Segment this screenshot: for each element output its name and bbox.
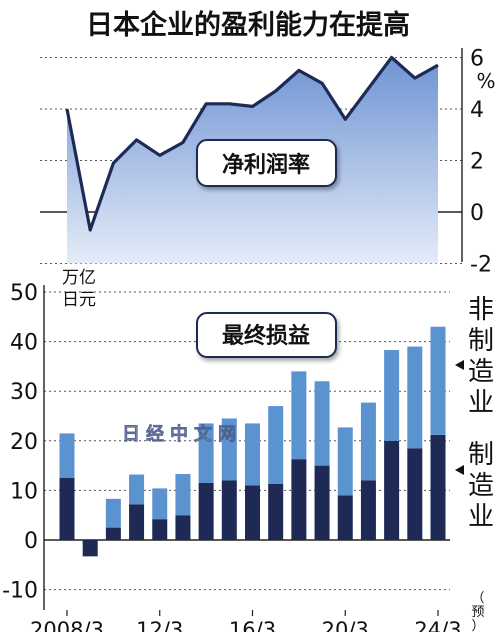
legend-nonmfg-arrow [455,360,464,370]
bottom-y-tick-label: 30 [10,380,38,405]
top-y-tick-label: 4 [470,98,484,123]
bar-manufacturing [268,483,284,540]
bar-manufacturing [152,519,168,540]
top-y-tick-label: 6 [470,47,484,72]
bar-manufacturing [82,540,98,557]
bar-nonmanufacturing [291,371,307,460]
legend-manufacturing: 制造业 [468,440,494,532]
legend-nonmfg-char: 非 [468,295,494,325]
top-y-axis: 6 4 2 0 -2 [470,47,492,278]
bar-manufacturing [245,485,260,540]
bar-nonmanufacturing [129,474,145,505]
watermark: 日经中文网 [122,423,242,445]
bottom-x-tick-label: 24/3 [414,618,461,632]
bottom-label-box: 最终损益 [196,312,337,358]
bottom-chart-label: 最终损益 [222,323,310,349]
bottom-x-tick-label: 16/3 [229,618,276,632]
bottom-bars [59,326,446,557]
legend-mfg-char: 业 [468,502,494,532]
bar-manufacturing [407,448,423,540]
legend-mfg-arrow [455,465,464,475]
bar-nonmanufacturing [245,423,260,486]
bottom-y-tick-label: 50 [10,281,38,306]
legend-nonmfg-char: 制 [468,326,494,356]
bar-manufacturing [129,504,145,540]
bar-nonmanufacturing [268,406,284,484]
bottom-y-tick-label: 0 [24,529,38,554]
bar-manufacturing [175,515,191,540]
bar-nonmanufacturing [430,326,446,435]
bar-nonmanufacturing [198,423,214,483]
bar-manufacturing [105,527,121,540]
forecast-note-char: ） [471,619,484,632]
forecast-note-char: 预 [471,605,484,620]
bar-manufacturing [291,459,307,540]
legend-mfg-char: 造 [468,471,494,501]
bottom-y-tick-label: 20 [10,430,38,455]
bottom-unit-line1: 万亿 [62,268,96,288]
bottom-x-tick-label: 2008/3 [30,618,104,632]
bar-nonmanufacturing [407,346,423,449]
bottom-unit-line2: 日元 [62,290,96,310]
top-label-box: 净利润率 [196,139,337,187]
bar-manufacturing [221,480,237,540]
bar-manufacturing [384,440,400,540]
bottom-y-tick-label: 40 [10,331,38,356]
bar-nonmanufacturing [337,427,353,496]
bottom-x-tick-label: 12/3 [136,618,183,632]
forecast-note: （预） [471,591,484,632]
page-title: 日本企业的盈利能力在提高 [86,9,410,41]
bar-nonmanufacturing [360,402,376,481]
bottom-y-axis: 50 40 30 20 10 0 -10 [2,281,38,604]
profit-margin-line [65,55,439,232]
bar-nonmanufacturing [221,418,237,481]
bar-nonmanufacturing [59,433,75,478]
top-y-tick-label: -2 [470,253,492,278]
bottom-x-axis: 2008/3 12/3 16/3 20/3 24/3 [30,610,462,632]
legend-mfg-char: 制 [468,440,494,470]
bar-manufacturing [198,482,214,540]
bar-nonmanufacturing [152,488,168,520]
bar-nonmanufacturing [175,474,191,516]
top-chart-label: 净利润率 [222,152,310,178]
bar-manufacturing [360,480,376,540]
bar-manufacturing [337,495,353,540]
legend-nonmfg-char: 造 [468,357,494,387]
bar-nonmanufacturing [314,381,330,466]
bar-nonmanufacturing [384,350,400,441]
top-y-tick-label: 2 [470,150,484,175]
bottom-x-tick-label: 20/3 [322,618,369,632]
top-y-tick-label: 0 [470,201,484,226]
bar-manufacturing [430,434,446,540]
top-unit: % [476,69,495,93]
legend-nonmfg-char: 业 [468,388,494,418]
bar-nonmanufacturing [105,498,121,528]
bottom-y-tick-label: 10 [10,479,38,504]
bar-manufacturing [314,465,330,540]
bottom-y-tick-label: -10 [2,579,38,604]
forecast-note-char: （ [471,591,484,606]
bar-manufacturing [59,478,75,540]
